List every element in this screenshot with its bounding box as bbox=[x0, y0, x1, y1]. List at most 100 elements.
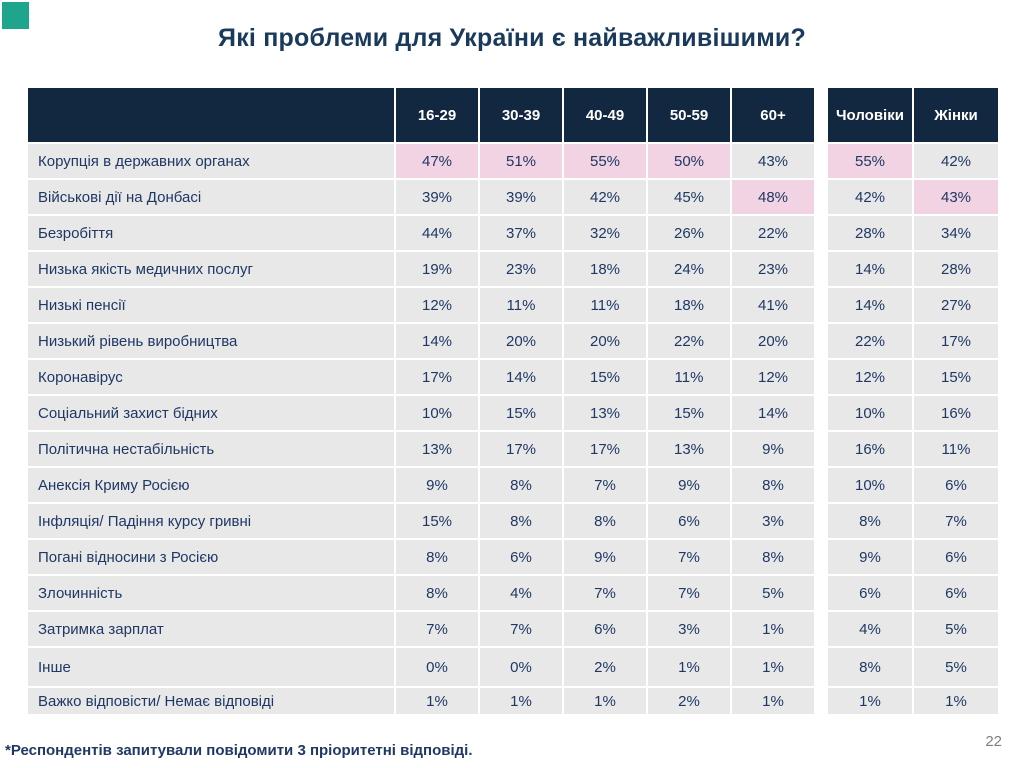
column-group-gap bbox=[816, 688, 826, 714]
value-cell-age: 7% bbox=[564, 468, 646, 502]
value-cell-age: 14% bbox=[732, 396, 814, 430]
value-cell-age: 13% bbox=[396, 432, 478, 466]
value-cell-age: 23% bbox=[732, 252, 814, 286]
column-group-gap bbox=[816, 540, 826, 574]
value-cell-age: 15% bbox=[480, 396, 562, 430]
value-cell-age: 3% bbox=[732, 504, 814, 538]
value-cell-age: 12% bbox=[732, 360, 814, 394]
value-cell-age: 2% bbox=[648, 688, 730, 714]
value-cell-age: 4% bbox=[480, 576, 562, 610]
column-group-gap bbox=[816, 648, 826, 686]
value-cell-gender: 4% bbox=[828, 612, 912, 646]
row-label: Низький рівень виробництва bbox=[28, 324, 394, 358]
value-cell-age: 17% bbox=[480, 432, 562, 466]
value-cell-age: 13% bbox=[564, 396, 646, 430]
value-cell-age: 17% bbox=[564, 432, 646, 466]
value-cell-age: 37% bbox=[480, 216, 562, 250]
value-cell-age: 6% bbox=[564, 612, 646, 646]
value-cell-age: 1% bbox=[480, 688, 562, 714]
value-cell-age: 7% bbox=[648, 576, 730, 610]
value-cell-age: 50% bbox=[648, 144, 730, 178]
column-group-gap bbox=[816, 612, 826, 646]
value-cell-gender: 27% bbox=[914, 288, 998, 322]
value-cell-age: 18% bbox=[564, 252, 646, 286]
page-number: 22 bbox=[985, 733, 1002, 750]
value-cell-gender: 42% bbox=[914, 144, 998, 178]
value-cell-age: 45% bbox=[648, 180, 730, 214]
row-label: Погані відносини з Росією bbox=[28, 540, 394, 574]
value-cell-age: 10% bbox=[396, 396, 478, 430]
page-title: Які проблеми для України є найважливішим… bbox=[218, 24, 806, 52]
value-cell-age: 15% bbox=[396, 504, 478, 538]
value-cell-age: 19% bbox=[396, 252, 478, 286]
table-corner-cell bbox=[28, 88, 394, 142]
value-cell-age: 44% bbox=[396, 216, 478, 250]
value-cell-age: 55% bbox=[564, 144, 646, 178]
value-cell-gender: 12% bbox=[828, 360, 912, 394]
value-cell-gender: 16% bbox=[914, 396, 998, 430]
row-label: Інфляція/ Падіння курсу гривні bbox=[28, 504, 394, 538]
value-cell-gender: 6% bbox=[914, 540, 998, 574]
row-label: Безробіття bbox=[28, 216, 394, 250]
value-cell-gender: 8% bbox=[828, 648, 912, 686]
value-cell-age: 7% bbox=[564, 576, 646, 610]
value-cell-age: 8% bbox=[396, 576, 478, 610]
value-cell-age: 9% bbox=[648, 468, 730, 502]
value-cell-age: 48% bbox=[732, 180, 814, 214]
column-header-age: 40-49 bbox=[564, 88, 646, 142]
column-group-gap bbox=[816, 252, 826, 286]
value-cell-age: 8% bbox=[396, 540, 478, 574]
value-cell-gender: 10% bbox=[828, 468, 912, 502]
value-cell-gender: 5% bbox=[914, 612, 998, 646]
column-group-gap bbox=[816, 144, 826, 178]
value-cell-age: 9% bbox=[396, 468, 478, 502]
value-cell-gender: 14% bbox=[828, 288, 912, 322]
value-cell-gender: 1% bbox=[828, 688, 912, 714]
value-cell-age: 1% bbox=[732, 612, 814, 646]
value-cell-gender: 28% bbox=[828, 216, 912, 250]
column-group-gap bbox=[816, 216, 826, 250]
column-header-age: 16-29 bbox=[396, 88, 478, 142]
column-group-gap bbox=[816, 360, 826, 394]
value-cell-age: 13% bbox=[648, 432, 730, 466]
survey-table: 16-29 30-39 40-49 50-59 60+ Чоловіки Жінки Кору… bbox=[28, 88, 998, 714]
row-label: Важко відповісти/ Немає відповіді bbox=[28, 688, 394, 714]
value-cell-gender: 55% bbox=[828, 144, 912, 178]
column-header-age: 30-39 bbox=[480, 88, 562, 142]
value-cell-gender: 8% bbox=[828, 504, 912, 538]
row-label: Корупція в державних органах bbox=[28, 144, 394, 178]
value-cell-gender: 15% bbox=[914, 360, 998, 394]
row-label: Анексія Криму Росією bbox=[28, 468, 394, 502]
value-cell-age: 8% bbox=[732, 540, 814, 574]
column-header-age: 60+ bbox=[732, 88, 814, 142]
value-cell-age: 1% bbox=[648, 648, 730, 686]
value-cell-age: 1% bbox=[732, 648, 814, 686]
value-cell-age: 6% bbox=[480, 540, 562, 574]
value-cell-age: 20% bbox=[564, 324, 646, 358]
column-group-gap bbox=[816, 88, 826, 142]
column-group-gap bbox=[816, 396, 826, 430]
value-cell-age: 11% bbox=[648, 360, 730, 394]
value-cell-gender: 17% bbox=[914, 324, 998, 358]
row-label: Політична нестабільність bbox=[28, 432, 394, 466]
column-group-gap bbox=[816, 288, 826, 322]
value-cell-age: 7% bbox=[396, 612, 478, 646]
value-cell-gender: 6% bbox=[914, 468, 998, 502]
value-cell-age: 2% bbox=[564, 648, 646, 686]
value-cell-gender: 6% bbox=[828, 576, 912, 610]
row-label: Соціальний захист бідних bbox=[28, 396, 394, 430]
value-cell-age: 11% bbox=[564, 288, 646, 322]
value-cell-age: 32% bbox=[564, 216, 646, 250]
row-label: Інше bbox=[28, 648, 394, 686]
value-cell-gender: 5% bbox=[914, 648, 998, 686]
value-cell-age: 0% bbox=[396, 648, 478, 686]
value-cell-age: 11% bbox=[480, 288, 562, 322]
value-cell-age: 12% bbox=[396, 288, 478, 322]
value-cell-age: 15% bbox=[648, 396, 730, 430]
row-label: Низькі пенсії bbox=[28, 288, 394, 322]
value-cell-gender: 28% bbox=[914, 252, 998, 286]
value-cell-gender: 22% bbox=[828, 324, 912, 358]
column-group-gap bbox=[816, 576, 826, 610]
value-cell-age: 47% bbox=[396, 144, 478, 178]
footnote: *Респондентів запитували повідомити 3 пр… bbox=[5, 742, 473, 759]
